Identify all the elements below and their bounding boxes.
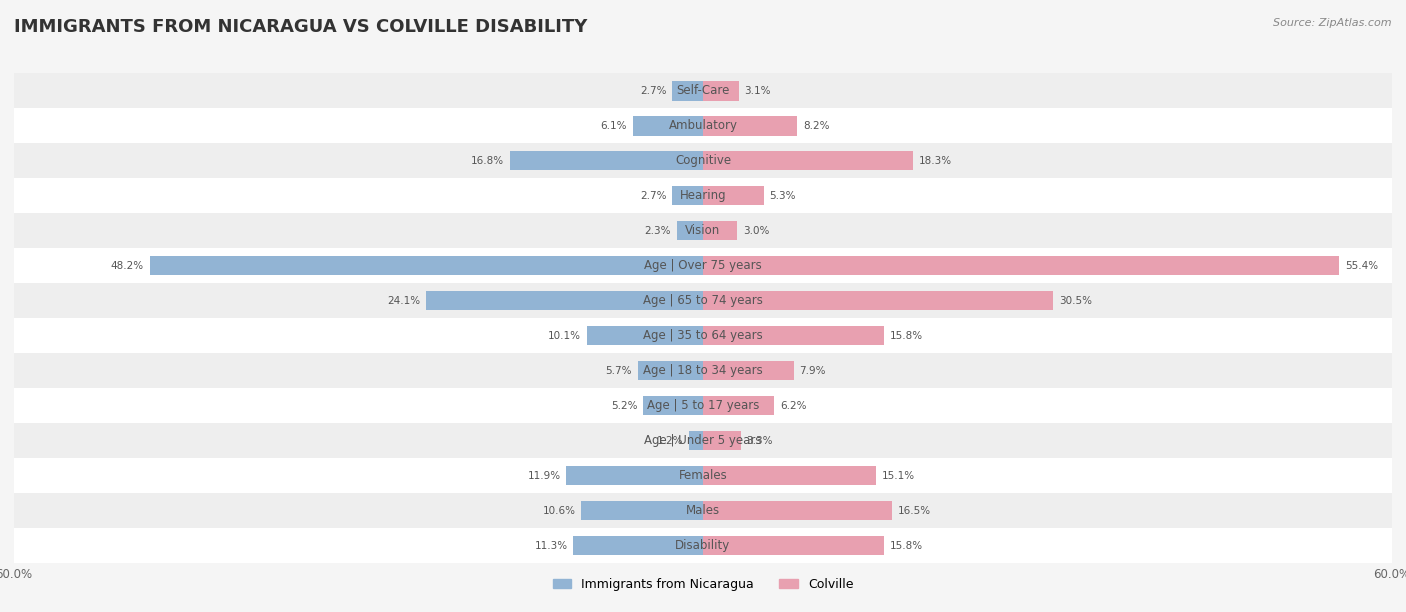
- Text: Hearing: Hearing: [679, 189, 727, 203]
- Bar: [581, 501, 703, 520]
- Text: 3.0%: 3.0%: [744, 226, 769, 236]
- Text: 24.1%: 24.1%: [388, 296, 420, 306]
- Text: Age | 18 to 34 years: Age | 18 to 34 years: [643, 364, 763, 377]
- Text: 3.3%: 3.3%: [747, 436, 773, 446]
- Text: 55.4%: 55.4%: [1346, 261, 1378, 271]
- Text: 1.2%: 1.2%: [657, 436, 683, 446]
- Text: 6.1%: 6.1%: [600, 121, 627, 131]
- Text: 11.3%: 11.3%: [534, 540, 568, 551]
- Bar: [14, 283, 1392, 318]
- Text: 15.8%: 15.8%: [890, 540, 924, 551]
- Text: Cognitive: Cognitive: [675, 154, 731, 167]
- Text: Self-Care: Self-Care: [676, 84, 730, 97]
- Text: 30.5%: 30.5%: [1059, 296, 1092, 306]
- Bar: [14, 214, 1392, 248]
- Bar: [703, 186, 763, 206]
- Bar: [703, 151, 912, 171]
- Text: Vision: Vision: [685, 225, 721, 237]
- Bar: [703, 221, 738, 241]
- Bar: [14, 423, 1392, 458]
- Text: 11.9%: 11.9%: [527, 471, 561, 480]
- Bar: [703, 431, 741, 450]
- Text: 2.7%: 2.7%: [640, 86, 666, 96]
- Bar: [672, 81, 703, 100]
- Text: 5.2%: 5.2%: [612, 401, 637, 411]
- Text: 6.2%: 6.2%: [780, 401, 807, 411]
- Bar: [588, 326, 703, 345]
- Text: 8.2%: 8.2%: [803, 121, 830, 131]
- Text: 15.1%: 15.1%: [882, 471, 915, 480]
- Bar: [644, 396, 703, 416]
- Text: 5.7%: 5.7%: [606, 366, 631, 376]
- Text: 2.3%: 2.3%: [644, 226, 671, 236]
- Legend: Immigrants from Nicaragua, Colville: Immigrants from Nicaragua, Colville: [547, 573, 859, 596]
- Text: Age | Over 75 years: Age | Over 75 years: [644, 259, 762, 272]
- Bar: [574, 536, 703, 555]
- Text: 7.9%: 7.9%: [800, 366, 825, 376]
- Bar: [703, 466, 876, 485]
- Text: 10.6%: 10.6%: [543, 506, 575, 515]
- Text: Ambulatory: Ambulatory: [668, 119, 738, 132]
- Bar: [676, 221, 703, 241]
- Text: 3.1%: 3.1%: [744, 86, 770, 96]
- Bar: [567, 466, 703, 485]
- Bar: [703, 291, 1053, 310]
- Text: Age | 65 to 74 years: Age | 65 to 74 years: [643, 294, 763, 307]
- Text: 48.2%: 48.2%: [111, 261, 143, 271]
- Text: Age | 35 to 64 years: Age | 35 to 64 years: [643, 329, 763, 342]
- Bar: [703, 116, 797, 135]
- Bar: [703, 396, 775, 416]
- Bar: [149, 256, 703, 275]
- Bar: [703, 256, 1339, 275]
- Bar: [426, 291, 703, 310]
- Text: Males: Males: [686, 504, 720, 517]
- Bar: [510, 151, 703, 171]
- Text: 15.8%: 15.8%: [890, 330, 924, 341]
- Bar: [703, 326, 884, 345]
- Bar: [14, 388, 1392, 423]
- Text: 5.3%: 5.3%: [769, 191, 796, 201]
- Bar: [703, 361, 794, 380]
- Bar: [689, 431, 703, 450]
- Bar: [703, 536, 884, 555]
- Text: 16.8%: 16.8%: [471, 156, 505, 166]
- Bar: [14, 248, 1392, 283]
- Bar: [14, 318, 1392, 353]
- Text: Age | Under 5 years: Age | Under 5 years: [644, 434, 762, 447]
- Text: Age | 5 to 17 years: Age | 5 to 17 years: [647, 399, 759, 412]
- Bar: [633, 116, 703, 135]
- Bar: [14, 353, 1392, 388]
- Bar: [672, 186, 703, 206]
- Bar: [14, 458, 1392, 493]
- Bar: [637, 361, 703, 380]
- Bar: [703, 81, 738, 100]
- Bar: [14, 528, 1392, 563]
- Bar: [14, 493, 1392, 528]
- Bar: [14, 73, 1392, 108]
- Text: IMMIGRANTS FROM NICARAGUA VS COLVILLE DISABILITY: IMMIGRANTS FROM NICARAGUA VS COLVILLE DI…: [14, 18, 588, 36]
- Text: Disability: Disability: [675, 539, 731, 552]
- Bar: [14, 108, 1392, 143]
- Bar: [14, 143, 1392, 178]
- Text: 16.5%: 16.5%: [898, 506, 931, 515]
- Text: 18.3%: 18.3%: [920, 156, 952, 166]
- Text: Source: ZipAtlas.com: Source: ZipAtlas.com: [1274, 18, 1392, 28]
- Bar: [703, 501, 893, 520]
- Text: 10.1%: 10.1%: [548, 330, 581, 341]
- Bar: [14, 178, 1392, 214]
- Text: Females: Females: [679, 469, 727, 482]
- Text: 2.7%: 2.7%: [640, 191, 666, 201]
